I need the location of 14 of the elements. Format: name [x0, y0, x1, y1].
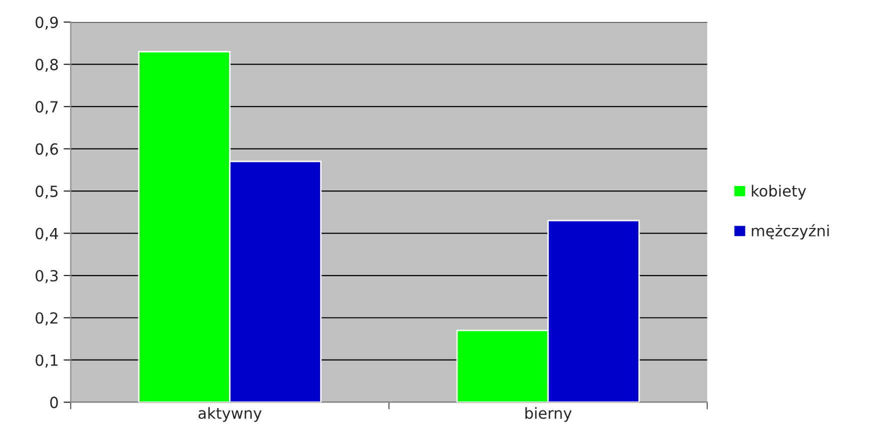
- y-tick-label: 0,2: [36, 312, 58, 326]
- legend-label: mężczyźni: [752, 224, 829, 240]
- x-tick-label: bierny: [525, 407, 572, 422]
- y-tick-label: 0,5: [36, 186, 58, 199]
- y-tick-label: 0,9: [36, 16, 58, 30]
- legend-label: kobiety: [752, 184, 806, 200]
- x-tick-label: aktywny: [198, 407, 262, 422]
- y-tick-label: 0,8: [36, 58, 58, 72]
- y-tick-label: 0,6: [36, 143, 58, 156]
- y-tick-label: 0,4: [36, 228, 58, 241]
- y-tick-label: 0: [50, 396, 58, 408]
- y-tick-label: 0,7: [36, 101, 58, 114]
- y-tick-label: 0,1: [36, 354, 58, 368]
- y-tick-label: 0,3: [36, 270, 58, 284]
